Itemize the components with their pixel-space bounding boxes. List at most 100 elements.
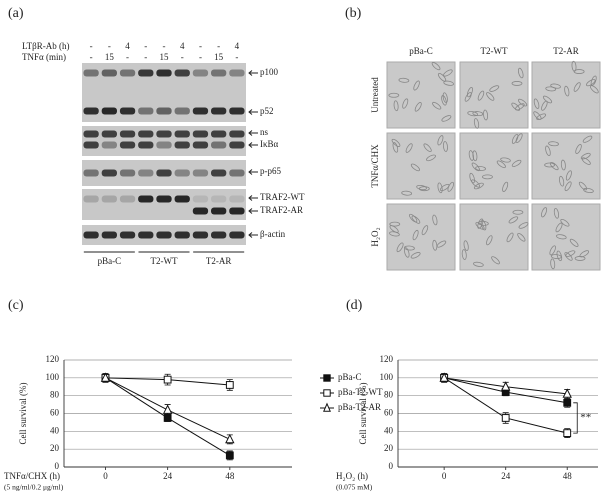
cell [550,258,556,270]
cell [393,100,399,112]
cell [486,235,493,246]
cell [441,115,452,122]
blot-band [101,169,117,177]
blot-band [138,107,154,115]
band-label: ns [260,127,269,137]
cell [512,209,524,215]
cell [473,261,484,267]
cell [500,157,511,163]
y-tick-label: 0 [389,461,394,471]
y-tick-label: 100 [380,372,394,382]
lane-value: 15 [105,52,115,62]
cell [564,181,572,192]
band-label: TRAF2-WT [260,192,305,202]
cell [553,208,560,219]
panel-label: (b) [345,6,362,21]
blot-strip [82,189,246,220]
band-arrow [248,232,258,238]
cell [511,102,521,111]
band-arrow [248,195,258,201]
cell [541,207,548,218]
blot-band [211,130,227,138]
lane-value: - [108,41,111,51]
cell [515,133,523,143]
lane-value: - [199,41,202,51]
cell [413,80,420,91]
cell [426,154,436,162]
point [163,375,172,384]
cell [560,218,570,227]
cell [578,181,588,191]
cell [416,184,427,191]
blot-band [211,107,227,115]
point [225,381,234,389]
cell [518,222,529,229]
lane-value: - [163,41,166,51]
blot-band [83,231,99,239]
blot-band [229,195,245,203]
group-label: T2-WT [151,256,178,266]
cell [582,135,593,143]
blot-band [174,231,190,239]
lane-value: - [199,52,202,62]
band-label: p-p65 [260,166,281,176]
cell [404,245,415,251]
cell [389,231,400,237]
cell [410,163,420,172]
blot-band [192,169,209,177]
blot-band [229,169,245,177]
lane-value: 15 [214,52,224,62]
blot-band [119,169,136,177]
legend-marker [323,402,331,412]
band-arrow [248,109,258,115]
lane-value: 4 [125,41,130,51]
cell [468,150,474,161]
blot-band [229,107,245,115]
cell [464,92,472,102]
x-tick-label: 24 [163,471,173,481]
cell [396,242,404,253]
cell [473,182,484,190]
y-tick-label: 80 [50,390,60,400]
cell [469,172,475,184]
blot-band [83,69,99,77]
y-tick-label: 120 [46,354,60,364]
blot-band [229,207,245,215]
cell [569,238,579,247]
y-tick-label: 20 [384,443,394,453]
blot-band [174,141,190,149]
cell [560,159,566,171]
group-label: pBa-C [98,256,122,266]
blot-band [174,107,190,115]
band-arrow [248,169,258,175]
cell [511,159,522,167]
blot-band [211,169,227,177]
blot-band [138,69,154,77]
cell [402,98,409,109]
cell [412,229,419,241]
cell [564,85,570,97]
cell [590,85,599,94]
cell [432,101,442,110]
micrograph [459,203,529,271]
blot-band [101,130,117,138]
point [562,388,572,398]
blot-band [119,195,136,203]
row-label: TNFα/CHX [370,144,380,188]
blot-band [174,195,190,203]
blot-band [174,169,190,177]
cell [471,162,480,172]
blot-band [119,130,136,138]
cell [405,143,413,153]
y-tick-label: 0 [55,461,60,471]
cell [544,162,556,168]
cell [473,118,480,129]
cell [556,250,563,262]
cell [443,80,455,86]
cell [573,82,581,92]
blot-band [156,169,172,177]
cell [389,225,399,233]
cell [575,144,582,155]
cell [409,213,418,223]
